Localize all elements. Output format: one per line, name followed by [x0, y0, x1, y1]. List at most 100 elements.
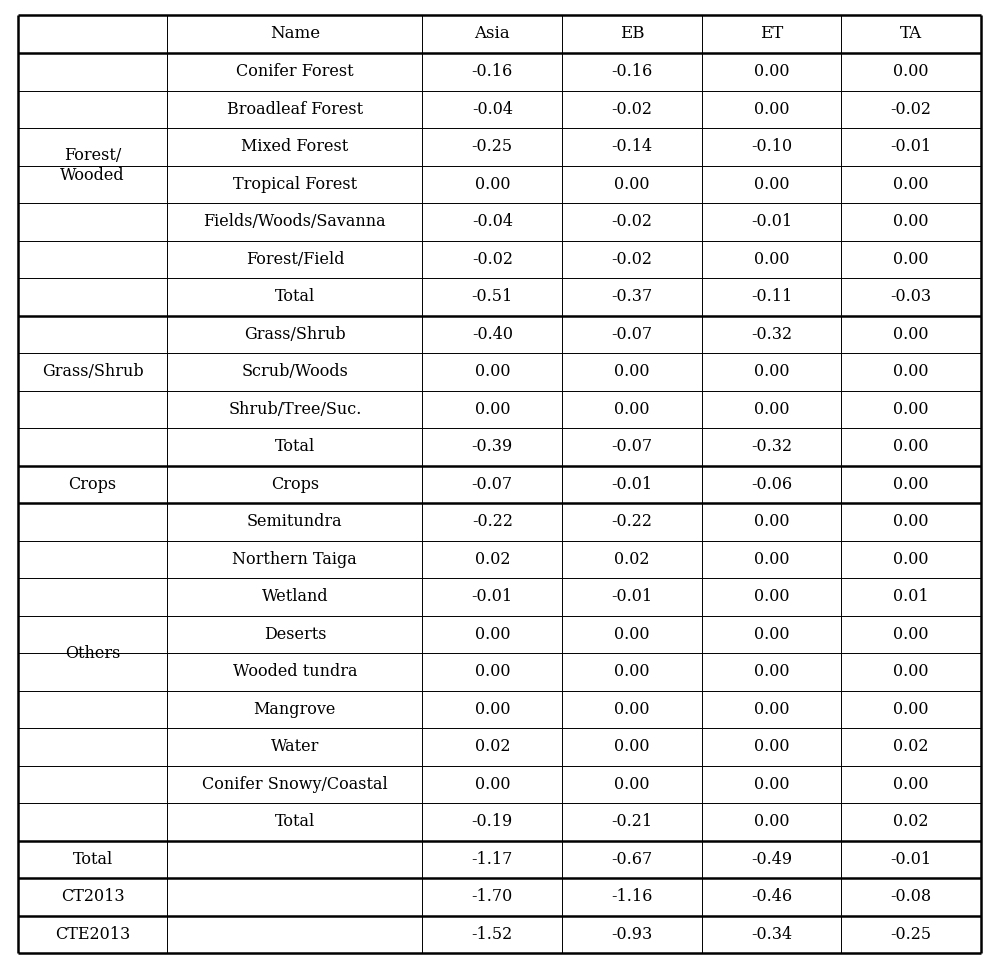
Text: -0.07: -0.07	[472, 475, 512, 493]
Text: 0.00: 0.00	[893, 701, 929, 717]
Text: -0.10: -0.10	[751, 138, 792, 155]
Text: 0.00: 0.00	[475, 663, 510, 681]
Text: 0.00: 0.00	[614, 775, 649, 793]
Text: -0.16: -0.16	[472, 63, 512, 80]
Text: 0.00: 0.00	[893, 551, 929, 568]
Text: Crops: Crops	[271, 475, 319, 493]
Text: 0.00: 0.00	[614, 701, 649, 717]
Text: -0.02: -0.02	[611, 101, 652, 118]
Text: 0.00: 0.00	[754, 63, 789, 80]
Text: 0.00: 0.00	[614, 663, 649, 681]
Text: Broadleaf Forest: Broadleaf Forest	[227, 101, 363, 118]
Text: -0.07: -0.07	[611, 439, 652, 455]
Text: Conifer Snowy/Coastal: Conifer Snowy/Coastal	[202, 775, 388, 793]
Text: -0.01: -0.01	[751, 213, 792, 230]
Text: -1.70: -1.70	[472, 889, 512, 905]
Text: 0.00: 0.00	[754, 663, 789, 681]
Text: -0.02: -0.02	[611, 213, 652, 230]
Text: -0.32: -0.32	[751, 326, 792, 343]
Text: 0.02: 0.02	[475, 551, 510, 568]
Text: Total: Total	[73, 851, 113, 867]
Text: 0.00: 0.00	[754, 813, 789, 831]
Text: -0.02: -0.02	[611, 251, 652, 268]
Text: 0.00: 0.00	[754, 625, 789, 643]
Text: -0.37: -0.37	[611, 288, 652, 305]
Text: EB: EB	[619, 25, 644, 43]
Text: -0.34: -0.34	[751, 925, 792, 943]
Text: -0.93: -0.93	[611, 925, 652, 943]
Text: 0.00: 0.00	[893, 326, 929, 343]
Text: 0.00: 0.00	[893, 401, 929, 418]
Text: -0.25: -0.25	[472, 138, 512, 155]
Text: -0.04: -0.04	[472, 213, 512, 230]
Text: 0.00: 0.00	[893, 63, 929, 80]
Text: 0.00: 0.00	[893, 663, 929, 681]
Text: 0.00: 0.00	[893, 513, 929, 530]
Text: Name: Name	[270, 25, 320, 43]
Text: -0.22: -0.22	[472, 513, 512, 530]
Text: 0.02: 0.02	[614, 551, 649, 568]
Text: -0.01: -0.01	[472, 589, 512, 605]
Text: Semitundra: Semitundra	[247, 513, 343, 530]
Text: -0.02: -0.02	[472, 251, 512, 268]
Text: -0.07: -0.07	[611, 326, 652, 343]
Text: 0.00: 0.00	[754, 775, 789, 793]
Text: Asia: Asia	[475, 25, 510, 43]
Text: Total: Total	[275, 439, 315, 455]
Text: 0.00: 0.00	[754, 701, 789, 717]
Text: Crops: Crops	[69, 475, 117, 493]
Text: -0.06: -0.06	[751, 475, 792, 493]
Text: Deserts: Deserts	[264, 625, 326, 643]
Text: Water: Water	[271, 739, 319, 755]
Text: -0.01: -0.01	[891, 851, 932, 867]
Text: Forest/
Wooded: Forest/ Wooded	[60, 147, 125, 184]
Text: -0.01: -0.01	[611, 475, 652, 493]
Text: CT2013: CT2013	[61, 889, 125, 905]
Text: -0.03: -0.03	[891, 288, 932, 305]
Text: 0.00: 0.00	[754, 363, 789, 380]
Text: -0.14: -0.14	[611, 138, 652, 155]
Text: 0.00: 0.00	[475, 701, 510, 717]
Text: 0.00: 0.00	[754, 176, 789, 193]
Text: Grass/Shrub: Grass/Shrub	[42, 363, 144, 380]
Text: -1.16: -1.16	[611, 889, 652, 905]
Text: -0.11: -0.11	[751, 288, 792, 305]
Text: 0.00: 0.00	[475, 401, 510, 418]
Text: Conifer Forest: Conifer Forest	[236, 63, 354, 80]
Text: 0.00: 0.00	[614, 739, 649, 755]
Text: -0.16: -0.16	[611, 63, 652, 80]
Text: -0.46: -0.46	[751, 889, 792, 905]
Text: 0.00: 0.00	[614, 625, 649, 643]
Text: 0.00: 0.00	[893, 475, 929, 493]
Text: 0.00: 0.00	[754, 739, 789, 755]
Text: -1.17: -1.17	[472, 851, 512, 867]
Text: -0.32: -0.32	[751, 439, 792, 455]
Text: 0.00: 0.00	[893, 213, 929, 230]
Text: 0.00: 0.00	[893, 439, 929, 455]
Text: 0.00: 0.00	[754, 401, 789, 418]
Text: CTE2013: CTE2013	[55, 925, 130, 943]
Text: -0.51: -0.51	[472, 288, 512, 305]
Text: 0.00: 0.00	[893, 251, 929, 268]
Text: Wetland: Wetland	[262, 589, 329, 605]
Text: -0.39: -0.39	[472, 439, 512, 455]
Text: 0.02: 0.02	[893, 739, 929, 755]
Text: 0.02: 0.02	[475, 739, 510, 755]
Text: Mixed Forest: Mixed Forest	[241, 138, 349, 155]
Text: 0.00: 0.00	[754, 101, 789, 118]
Text: -0.19: -0.19	[472, 813, 512, 831]
Text: 0.00: 0.00	[893, 176, 929, 193]
Text: 0.01: 0.01	[893, 589, 929, 605]
Text: -0.22: -0.22	[611, 513, 652, 530]
Text: 0.00: 0.00	[614, 176, 649, 193]
Text: Total: Total	[275, 813, 315, 831]
Text: 0.00: 0.00	[475, 363, 510, 380]
Text: 0.02: 0.02	[893, 813, 929, 831]
Text: 0.00: 0.00	[475, 625, 510, 643]
Text: 0.00: 0.00	[754, 589, 789, 605]
Text: Tropical Forest: Tropical Forest	[233, 176, 357, 193]
Text: -0.04: -0.04	[472, 101, 512, 118]
Text: Northern Taiga: Northern Taiga	[233, 551, 358, 568]
Text: Wooded tundra: Wooded tundra	[233, 663, 357, 681]
Text: Mangrove: Mangrove	[254, 701, 336, 717]
